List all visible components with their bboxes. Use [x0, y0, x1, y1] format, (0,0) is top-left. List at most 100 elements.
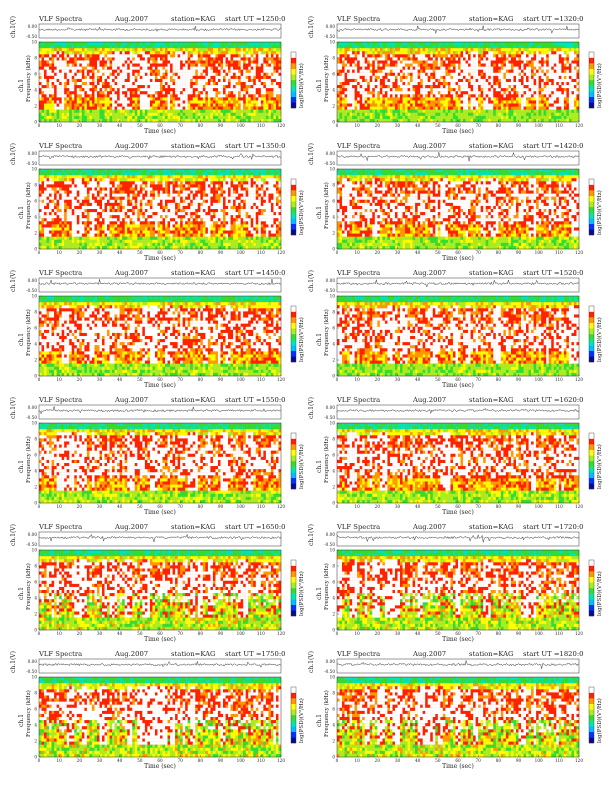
heatmap-cell — [347, 85, 350, 89]
heatmap-cell — [243, 66, 246, 70]
heatmap-cell — [96, 60, 100, 64]
heatmap-cell — [268, 100, 272, 104]
heatmap-cell — [49, 75, 52, 80]
heatmap-cell — [190, 85, 193, 89]
heatmap-cell — [551, 48, 554, 52]
heatmap-cell — [49, 82, 52, 86]
colorbar-segment — [291, 52, 296, 58]
heatmap-cell — [568, 57, 572, 61]
heatmap-cell — [253, 69, 256, 73]
heatmap-cell — [543, 66, 547, 70]
heatmap-cell — [250, 97, 254, 101]
heatmap-cell — [265, 106, 269, 110]
heatmap-cell — [51, 109, 55, 113]
heatmap-cell — [202, 88, 206, 92]
heatmap-cell — [235, 63, 239, 67]
heatmap-cell — [344, 78, 348, 83]
heatmap-cell — [215, 78, 219, 83]
heatmap-cell — [233, 48, 236, 52]
heatmap-cell — [432, 51, 436, 55]
heatmap-cell — [364, 85, 368, 89]
heatmap-cell — [483, 72, 486, 76]
heatmap-cell — [430, 115, 433, 120]
heatmap-cell — [392, 72, 396, 76]
heatmap-cell — [415, 100, 418, 104]
heatmap-cell — [41, 109, 45, 113]
heatmap-cell — [119, 72, 123, 76]
heatmap-cell — [417, 45, 421, 49]
heatmap-cell — [400, 63, 403, 67]
heatmap-cell — [109, 45, 113, 49]
heatmap-cell — [170, 103, 173, 107]
heatmap-cell — [263, 103, 267, 107]
heatmap-cell — [382, 63, 386, 67]
heatmap-cell — [197, 57, 201, 61]
heatmap-cell — [195, 88, 198, 92]
heatmap-cell — [250, 66, 254, 70]
heatmap-cell — [134, 48, 138, 52]
heatmap-cell — [498, 103, 501, 107]
heatmap-cell — [56, 45, 60, 49]
heatmap-cell — [255, 115, 259, 120]
heatmap-cell — [81, 109, 85, 113]
heatmap-cell — [217, 45, 221, 49]
heatmap-cell — [402, 82, 406, 86]
heatmap-cell — [51, 82, 55, 86]
heatmap-cell — [89, 88, 93, 92]
heatmap-cell — [465, 63, 469, 67]
heatmap-cell — [526, 78, 529, 83]
heatmap-cell — [96, 97, 100, 101]
heatmap-cell — [556, 106, 559, 110]
heatmap-cell — [548, 100, 552, 104]
heatmap-cell — [470, 82, 474, 86]
heatmap-cell — [46, 97, 50, 101]
heatmap-cell — [420, 82, 423, 86]
heatmap-cell — [528, 109, 532, 113]
heatmap-cell — [230, 75, 234, 80]
heatmap-cell — [415, 115, 418, 120]
heatmap-cell — [134, 78, 138, 83]
heatmap-cell — [369, 91, 373, 95]
heatmap-cell — [523, 66, 527, 70]
heatmap-cell — [455, 69, 459, 73]
heatmap-cell — [377, 72, 380, 76]
heatmap-cell — [352, 66, 355, 70]
heatmap-cell — [359, 51, 363, 55]
heatmap-cell — [192, 66, 196, 70]
heatmap-cell — [162, 63, 166, 67]
heatmap-cell — [117, 118, 120, 123]
heatmap-cell — [367, 94, 370, 98]
heatmap-cell — [412, 66, 416, 70]
heatmap-cell — [339, 66, 343, 70]
heatmap-cell — [180, 100, 183, 104]
heatmap-cell — [94, 91, 98, 95]
heatmap-cell — [437, 51, 441, 55]
heatmap-cell — [182, 94, 186, 98]
heatmap-cell — [149, 112, 153, 116]
heatmap-cell — [258, 103, 261, 107]
heatmap-cell — [89, 54, 93, 58]
heatmap-cell — [450, 57, 454, 61]
heatmap-cell — [187, 72, 191, 76]
heatmap-cell — [270, 112, 274, 116]
heatmap-cell — [240, 48, 244, 52]
heatmap-cell — [372, 57, 375, 61]
heatmap-cell — [460, 60, 464, 64]
heatmap-cell — [215, 115, 219, 120]
heatmap-cell — [551, 106, 554, 110]
heatmap-cell — [342, 48, 345, 52]
heatmap-cell — [228, 88, 231, 92]
heatmap-cell — [228, 75, 231, 80]
heatmap-cell — [342, 51, 345, 55]
heatmap-cell — [46, 85, 50, 89]
heatmap-cell — [422, 118, 426, 123]
heatmap-cell — [273, 57, 277, 61]
heatmap-cell — [245, 45, 249, 49]
heatmap-cell — [165, 48, 168, 52]
heatmap-cell — [407, 82, 411, 86]
heatmap-cell — [197, 54, 201, 58]
heatmap-cell — [132, 106, 135, 110]
heatmap-cell — [127, 72, 130, 76]
heatmap-cell — [207, 100, 211, 104]
heatmap-cell — [450, 72, 454, 76]
